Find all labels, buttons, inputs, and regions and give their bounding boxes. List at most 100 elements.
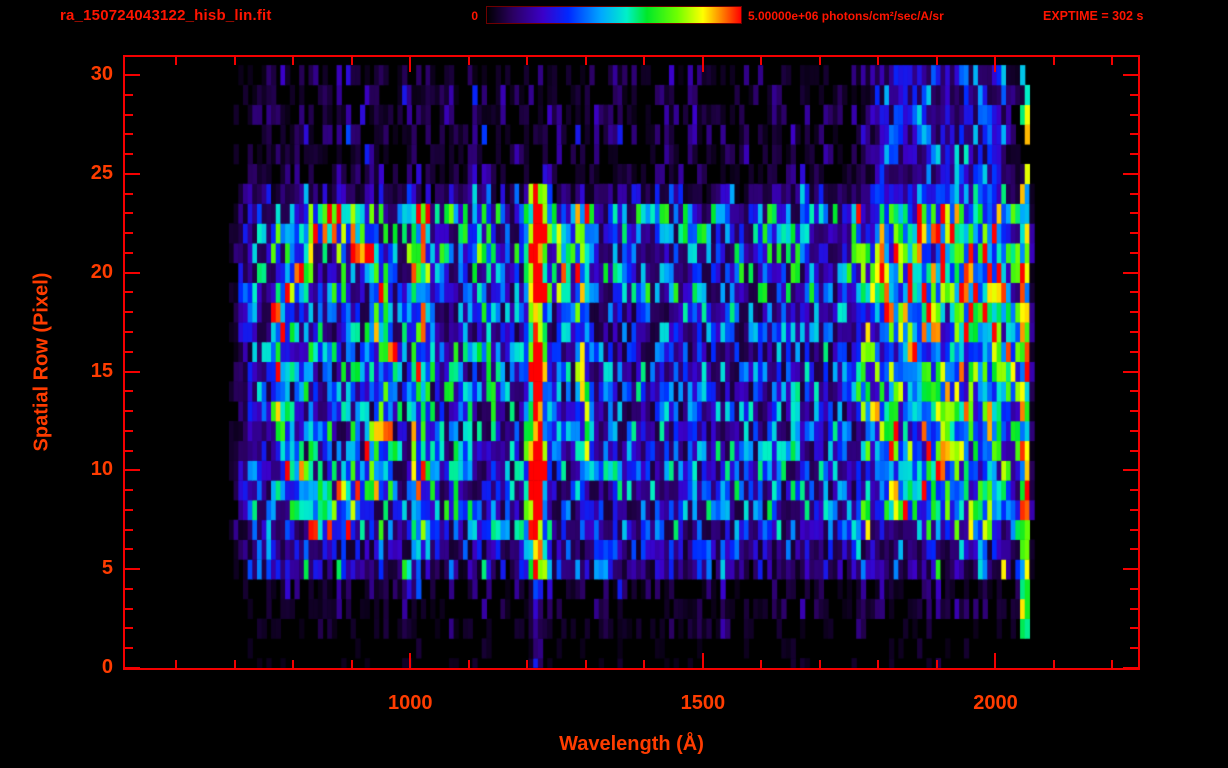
axis-tick <box>1130 232 1138 235</box>
axis-tick <box>125 390 133 393</box>
axis-tick <box>1111 57 1114 65</box>
axis-tick <box>175 57 178 65</box>
axis-tick <box>1130 291 1138 294</box>
y-tick-label: 20 <box>90 260 113 283</box>
axis-tick <box>1130 508 1138 511</box>
axis-tick <box>1130 528 1138 531</box>
axis-tick <box>292 660 295 668</box>
y-tick-label: 25 <box>90 161 113 184</box>
axis-tick <box>125 607 133 610</box>
axis-tick <box>350 660 353 668</box>
axis-tick <box>233 660 236 668</box>
x-tick-label: 2000 <box>973 692 1018 714</box>
axis-tick <box>584 57 587 65</box>
axis-tick <box>1130 410 1138 413</box>
axis-tick <box>760 660 763 668</box>
axis-tick <box>701 653 704 668</box>
axis-tick <box>1130 449 1138 452</box>
axis-tick <box>350 57 353 65</box>
axis-tick <box>125 153 133 156</box>
axis-tick <box>1130 153 1138 156</box>
axis-tick <box>1123 74 1138 76</box>
axis-tick <box>125 74 140 76</box>
axis-tick <box>125 133 133 136</box>
axis-tick <box>125 311 133 314</box>
axis-tick <box>125 469 140 472</box>
axis-tick <box>877 57 880 65</box>
axis-tick <box>1123 370 1138 373</box>
axis-tick <box>125 568 140 571</box>
axis-tick <box>125 93 133 96</box>
axis-tick <box>125 667 140 669</box>
axis-tick <box>1130 390 1138 393</box>
axis-tick <box>409 653 412 668</box>
axis-tick <box>1130 133 1138 136</box>
axis-tick <box>125 489 133 492</box>
axis-tick <box>125 330 133 333</box>
axis-tick <box>1130 251 1138 254</box>
axis-tick <box>1123 667 1138 669</box>
axis-tick <box>125 647 133 650</box>
axis-tick <box>701 57 704 72</box>
axis-tick <box>125 172 140 175</box>
axis-tick <box>1130 607 1138 610</box>
axis-tick <box>125 370 140 373</box>
axis-tick <box>1130 587 1138 590</box>
axis-tick <box>125 350 133 353</box>
axis-tick <box>994 653 997 668</box>
axis-tick <box>125 410 133 413</box>
x-tick-label: 1000 <box>388 692 433 714</box>
axis-tick <box>877 660 880 668</box>
y-tick-label: 5 <box>101 557 113 580</box>
axis-tick <box>1130 627 1138 630</box>
axis-tick <box>1130 330 1138 333</box>
axis-tick <box>1123 172 1138 175</box>
axis-tick <box>643 660 646 668</box>
axis-tick <box>1130 113 1138 116</box>
axis-tick <box>1130 429 1138 432</box>
axis-tick <box>409 57 412 72</box>
axis-tick <box>125 291 133 294</box>
axis-tick <box>1130 311 1138 314</box>
axis-tick <box>467 660 470 668</box>
axis-tick <box>760 57 763 65</box>
axis-tick <box>584 660 587 668</box>
axis-tick <box>1130 647 1138 650</box>
axis-tick <box>818 57 821 65</box>
x-tick-label: 1500 <box>680 692 726 714</box>
y-axis-title: Spatial Row (Pixel) <box>30 272 53 452</box>
exptime-label: EXPTIME = 302 s <box>1043 9 1144 23</box>
axis-tick <box>935 57 938 65</box>
axis-tick <box>526 57 529 65</box>
file-title: ra_150724043122_hisb_lin.fit <box>60 7 272 24</box>
axis-tick <box>125 587 133 590</box>
axis-tick <box>125 192 133 195</box>
axis-tick <box>1123 568 1138 571</box>
axis-tick <box>1130 192 1138 195</box>
axis-tick <box>1111 660 1114 668</box>
axis-tick <box>125 508 133 511</box>
axis-tick <box>1052 57 1055 65</box>
axis-tick <box>125 449 133 452</box>
axis-tick <box>643 57 646 65</box>
axis-tick <box>175 660 178 668</box>
colorbar <box>486 6 742 24</box>
axis-tick <box>526 660 529 668</box>
axis-tick <box>125 113 133 116</box>
axis-tick <box>1130 350 1138 353</box>
axis-tick <box>125 627 133 630</box>
axis-tick <box>125 429 133 432</box>
axis-tick <box>467 57 470 65</box>
axis-tick <box>125 212 133 215</box>
colorbar-min-label: 0 <box>471 9 478 23</box>
axis-tick <box>125 271 140 274</box>
axis-tick <box>125 528 133 531</box>
axis-tick <box>1123 469 1138 472</box>
y-tick-label: 0 <box>101 656 113 678</box>
colorbar-max-label: 5.00000e+06 photons/cm²/sec/A/sr <box>748 9 944 23</box>
axis-tick <box>1052 660 1055 668</box>
axis-tick <box>818 660 821 668</box>
axis-tick <box>1130 548 1138 551</box>
